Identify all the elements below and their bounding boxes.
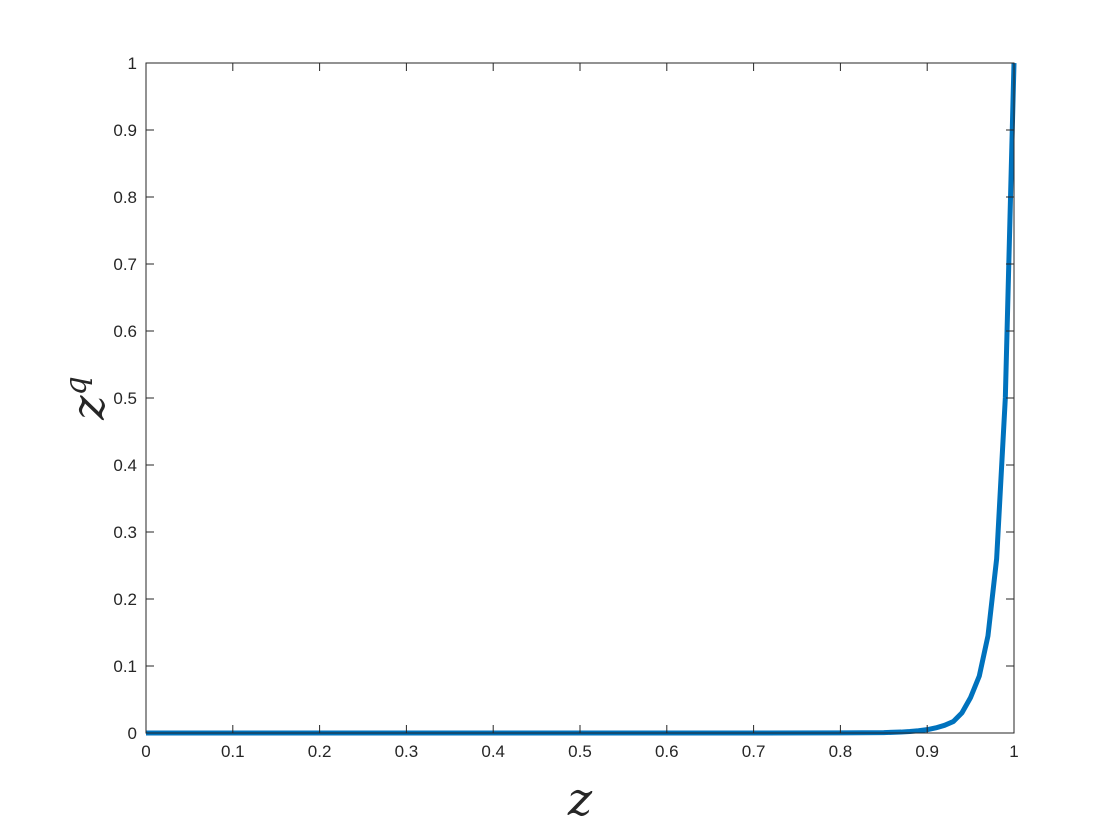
y-tick-label: 0.2 [113,590,137,609]
x-tick-label: 1 [1009,742,1018,761]
y-tick-label: 0.1 [113,657,137,676]
y-tick-label: 0.7 [113,255,137,274]
x-tick-label: 0.9 [915,742,939,761]
plot-area [146,63,1014,733]
x-tick-label: 0.8 [829,742,853,761]
x-tick-label: 0.6 [655,742,679,761]
x-axis-label: z [567,772,593,826]
y-tick-label: 0.3 [113,523,137,542]
x-axis-label-text: z [567,772,593,826]
x-tick-label: 0 [141,742,150,761]
y-tick-label: 0.5 [113,389,137,408]
y-axis-label: zq [59,376,115,420]
y-axis-label-superscript: q [59,376,94,395]
y-tick-label: 1 [128,54,137,73]
ticks-layer: 0 0.1 0.2 0.3 0.4 0.5 0.6 0.7 0.8 0.9 1 0 0.1 0.2 0.3 0… [113,54,1018,761]
x-tick-label: 0.3 [395,742,419,761]
y-tick-label: 0.8 [113,188,137,207]
x-tick-label: 0.4 [481,742,505,761]
x-tick-label: 0.1 [221,742,245,761]
x-tick-label: 0.5 [568,742,592,761]
y-tick-label: 0.9 [113,121,137,140]
y-tick-label: 0 [128,724,137,743]
y-axis-label-base: z [61,395,115,421]
y-tick-label: 0.6 [113,322,137,341]
x-tick-label: 0.7 [742,742,766,761]
x-tick-label: 0.2 [308,742,332,761]
y-tick-label: 0.4 [113,456,137,475]
